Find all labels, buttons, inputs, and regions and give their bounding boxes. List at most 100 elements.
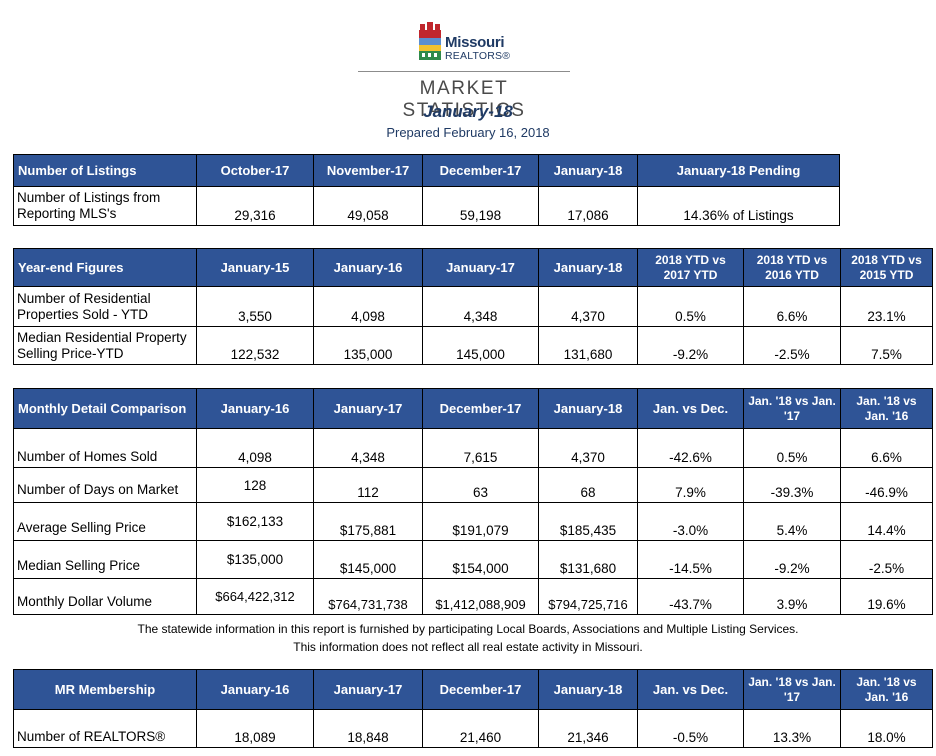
value-cell: $131,680 [538,540,638,579]
value-cell: 7.9% [637,467,744,503]
header-cell: January-17 [422,248,539,287]
value-cell: -2.5% [840,540,933,579]
header-cell: January-18 Pending [637,154,840,187]
value-cell: -3.0% [637,502,744,541]
table-row: Number of Days on Market 128 112 63 68 7… [13,467,933,503]
value-cell: -46.9% [840,467,933,503]
header-cell: Jan. '18 vs Jan. '17 [743,669,841,710]
value-cell: 135,000 [313,326,423,365]
logo-text-realtors: REALTORS® [445,50,511,62]
value-cell: 122,532 [196,326,314,365]
table-row: Number of Homes Sold 4,098 4,348 7,615 4… [13,428,933,468]
header-cell: MR Membership [13,669,197,710]
missouri-realtors-logo: Missouri REALTORS® [418,22,528,64]
header-cell: Jan. vs Dec. [637,669,744,710]
value-cell: $191,079 [422,502,539,541]
header-cell: January-18 [538,154,638,187]
row-label: Median Residential Property Selling Pric… [13,326,197,365]
value-cell: $135,000 [196,540,314,579]
header-cell: Jan. '18 vs Jan. '16 [840,669,933,710]
value-cell: $175,881 [313,502,423,541]
table-header-row: Year-end Figures January-15 January-16 J… [13,248,933,287]
row-label: Monthly Dollar Volume [13,578,197,615]
value-cell: 4,348 [313,428,423,468]
table-row: Monthly Dollar Volume $664,422,312 $764,… [13,578,933,615]
header-cell: Jan. '18 vs Jan. '16 [840,388,933,429]
value-cell: -14.5% [637,540,744,579]
row-label: Number of Listings from Reporting MLS's [13,186,197,226]
value-cell: 3.9% [743,578,841,615]
value-cell: $185,435 [538,502,638,541]
value-cell: 4,370 [538,286,638,327]
value-cell: 7.5% [840,326,933,365]
header-cell: November-17 [313,154,423,187]
value-cell: 5.4% [743,502,841,541]
value-cell: 4,348 [422,286,539,327]
table-header-row: Number of Listings October-17 November-1… [13,154,840,187]
page-title: MARKET STATISTICS [402,78,526,121]
value-cell: 4,370 [538,428,638,468]
value-cell: 14.36% of Listings [637,186,840,226]
building-logo-icon [419,22,441,60]
row-label: Number of Residential Properties Sold - … [13,286,197,327]
value-cell: 59,198 [422,186,539,226]
value-cell: $764,731,738 [313,578,423,615]
value-cell: 14.4% [840,502,933,541]
value-cell: -0.5% [637,709,744,748]
row-label: Average Selling Price [13,502,197,541]
row-label: Number of REALTORS® [13,709,197,748]
header-cell: January-16 [196,388,314,429]
value-cell: 23.1% [840,286,933,327]
value-cell: 0.5% [743,428,841,468]
value-cell: $162,133 [196,502,314,541]
report-month: January-18 [423,102,513,121]
header-cell: January-18 [538,388,638,429]
value-cell: 3,550 [196,286,314,327]
value-cell: 18,848 [313,709,423,748]
header-cell: 2018 YTD vs 2015 YTD [840,248,933,287]
value-cell: -2.5% [743,326,841,365]
row-label: Number of Homes Sold [13,428,197,468]
value-cell: $664,422,312 [196,578,314,615]
header-cell: December-17 [422,669,539,710]
value-cell: 18,089 [196,709,314,748]
table-row: Median Residential Property Selling Pric… [13,326,933,365]
header-cell: Jan. vs Dec. [637,388,744,429]
header-cell: 2018 YTD vs 2017 YTD [637,248,744,287]
disclaimer-line-2: This information does not reflect all re… [293,640,643,654]
value-cell: $154,000 [422,540,539,579]
header-cell: December-17 [422,154,539,187]
value-cell: 6.6% [743,286,841,327]
value-cell: 0.5% [637,286,744,327]
table-row: Median Selling Price $135,000 $145,000 $… [13,540,933,579]
prepared-date: Prepared February 16, 2018 [386,125,550,140]
header-cell: December-17 [422,388,539,429]
header-cell: January-17 [313,669,423,710]
table-row: Average Selling Price $162,133 $175,881 … [13,502,933,541]
disclaimer-line-1: The statewide information in this report… [137,622,799,636]
value-cell: 112 [313,467,423,503]
membership-table: MR Membership January-16 January-17 Dece… [13,669,933,748]
header-cell: October-17 [196,154,314,187]
value-cell: 68 [538,467,638,503]
value-cell: 29,316 [196,186,314,226]
header-cell: January-17 [313,388,423,429]
table-row: Number of Residential Properties Sold - … [13,286,933,327]
header-cell: January-15 [196,248,314,287]
title-divider [358,71,570,72]
listings-table: Number of Listings October-17 November-1… [13,154,840,226]
logo-text-missouri: Missouri [445,34,505,51]
value-cell: 49,058 [313,186,423,226]
table-row: Number of Listings from Reporting MLS's … [13,186,840,226]
value-cell: 4,098 [313,286,423,327]
value-cell: 18.0% [840,709,933,748]
value-cell: 145,000 [422,326,539,365]
row-label: Number of Days on Market [13,467,197,503]
header-cell: January-18 [538,248,638,287]
header-cell: Year-end Figures [13,248,197,287]
value-cell: 19.6% [840,578,933,615]
table-header-row: Monthly Detail Comparison January-16 Jan… [13,388,933,429]
value-cell: 131,680 [538,326,638,365]
value-cell: -9.2% [743,540,841,579]
value-cell: -9.2% [637,326,744,365]
